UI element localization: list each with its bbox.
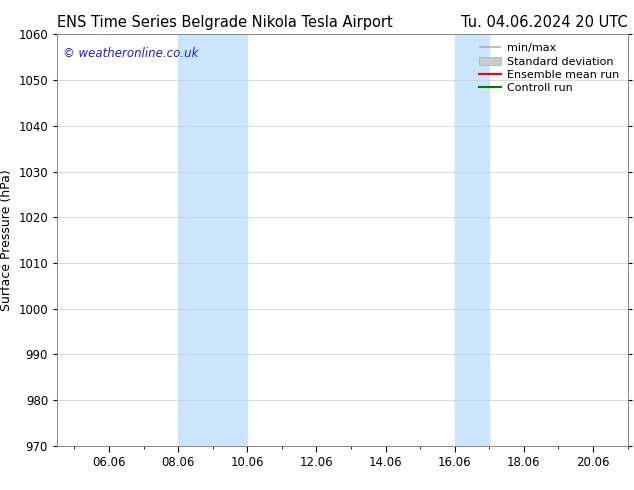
Text: © weatheronline.co.uk: © weatheronline.co.uk [63,47,198,60]
Legend: min/max, Standard deviation, Ensemble mean run, Controll run: min/max, Standard deviation, Ensemble me… [476,40,622,97]
Text: ENS Time Series Belgrade Nikola Tesla Airport: ENS Time Series Belgrade Nikola Tesla Ai… [57,15,393,30]
Bar [178,34,247,446]
Y-axis label: Surface Pressure (hPa): Surface Pressure (hPa) [0,169,13,311]
Text: Tu. 04.06.2024 20 UTC: Tu. 04.06.2024 20 UTC [461,15,628,30]
Bar [455,34,489,446]
